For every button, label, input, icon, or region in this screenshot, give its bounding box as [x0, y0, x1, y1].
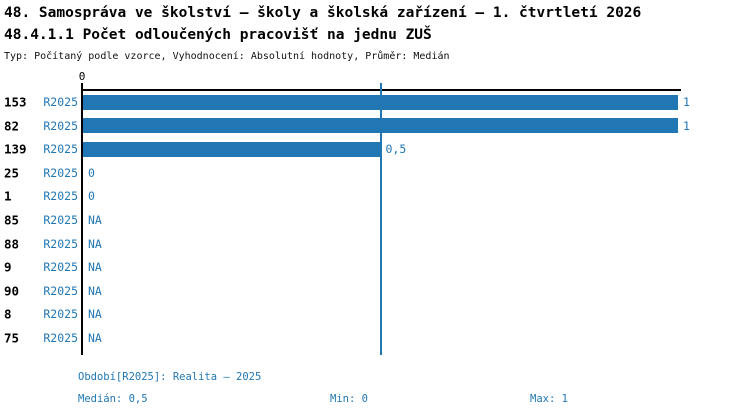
x-axis-line — [82, 89, 681, 91]
chart-row: 1 R2025 0 — [0, 185, 750, 209]
value-label: 0 — [88, 165, 95, 180]
series-label: R2025 — [43, 330, 78, 345]
chart-meta-line: Typ: Počítaný podle vzorce, Vyhodnocení:… — [4, 51, 450, 62]
chart-row: 90 R2025 NA — [0, 279, 750, 303]
chart-row: 8 R2025 NA — [0, 302, 750, 326]
value-label: NA — [88, 236, 102, 251]
value-label: NA — [88, 283, 102, 298]
category-label: 9 — [4, 259, 12, 275]
x-axis-tick-mark — [81, 83, 83, 89]
value-label: 1 — [683, 118, 690, 133]
chart-row: 82 R2025 1 — [0, 114, 750, 138]
category-label: 139 — [4, 141, 27, 157]
value-label: 1 — [683, 95, 690, 110]
chart-row: 139 R2025 0,5 — [0, 138, 750, 162]
value-label: NA — [88, 330, 102, 345]
series-label: R2025 — [43, 283, 78, 298]
chart-row: 85 R2025 NA — [0, 208, 750, 232]
category-label: 75 — [4, 330, 20, 346]
report-title: 48. Samospráva ve školství – školy a ško… — [4, 5, 642, 21]
series-label: R2025 — [43, 189, 78, 204]
series-label: R2025 — [43, 95, 78, 110]
y-axis-line — [81, 89, 83, 355]
chart-row: 75 R2025 NA — [0, 326, 750, 350]
series-label: R2025 — [43, 236, 78, 251]
chart-row: 25 R2025 0 — [0, 161, 750, 185]
category-label: 1 — [4, 188, 12, 204]
category-label: 90 — [4, 283, 20, 299]
value-label: 0 — [88, 189, 95, 204]
series-label: R2025 — [43, 118, 78, 133]
series-label: R2025 — [43, 142, 78, 157]
x-axis-tick-label-zero: 0 — [78, 70, 86, 83]
plot-area: 0 153 R2025 1 82 R2025 1 139 R2025 0,5 25 R2025 0 1 R… — [0, 70, 750, 355]
series-label: R2025 — [43, 260, 78, 275]
median-reference-line — [379, 83, 382, 355]
category-label: 153 — [4, 94, 27, 110]
bar — [83, 118, 678, 134]
category-label: 88 — [4, 236, 20, 252]
chart-row: 153 R2025 1 — [0, 91, 750, 115]
category-label: 8 — [4, 306, 12, 322]
value-label: NA — [88, 307, 102, 322]
category-label: 25 — [4, 165, 20, 181]
footer-median: Medián: 0,5 — [78, 393, 148, 405]
category-label: 82 — [4, 118, 20, 134]
bar — [83, 94, 678, 110]
series-label: R2025 — [43, 165, 78, 180]
chart-row: 88 R2025 NA — [0, 232, 750, 256]
category-label: 85 — [4, 212, 20, 228]
chart-rows: 153 R2025 1 82 R2025 1 139 R2025 0,5 25 R2025 0 1 R20… — [0, 89, 750, 355]
value-label: NA — [88, 260, 102, 275]
chart-row: 9 R2025 NA — [0, 255, 750, 279]
value-label: NA — [88, 213, 102, 228]
footer-max: Max: 1 — [530, 393, 568, 405]
series-label: R2025 — [43, 307, 78, 322]
footer-period: Období[R2025]: Realita – 2025 — [78, 371, 262, 383]
indicator-title: 48.4.1.1 Počet odloučených pracovišť na … — [4, 27, 432, 43]
value-label: 0,5 — [385, 142, 407, 157]
bar — [83, 141, 381, 157]
series-label: R2025 — [43, 213, 78, 228]
footer-min: Min: 0 — [330, 393, 368, 405]
